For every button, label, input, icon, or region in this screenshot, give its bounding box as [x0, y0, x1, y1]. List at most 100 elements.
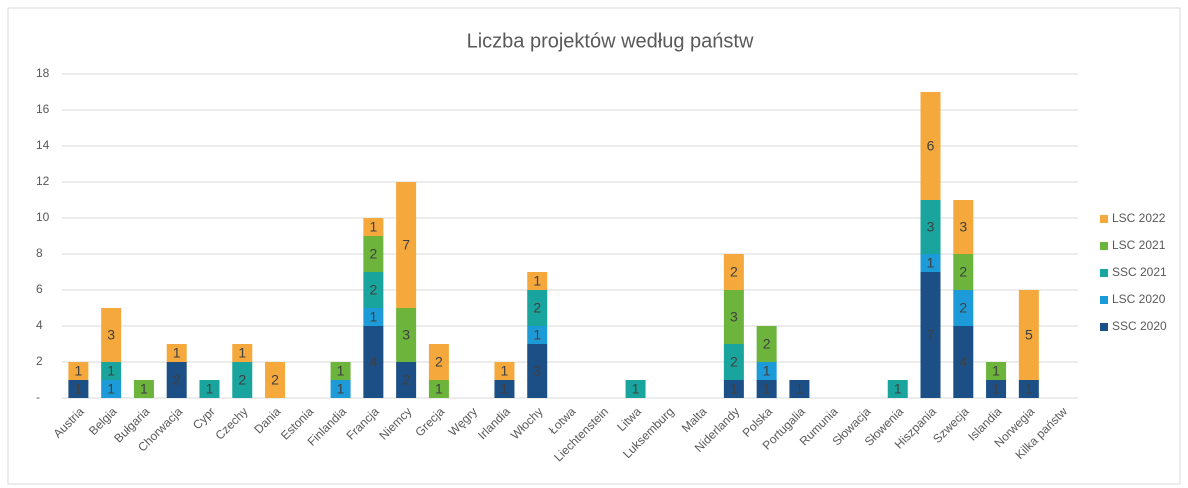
legend-swatch [1100, 323, 1108, 331]
bar-segment [953, 254, 974, 290]
bar-segment [494, 362, 515, 380]
data-label: 1 [173, 345, 181, 361]
data-label: 1 [206, 381, 214, 397]
y-tick-label: 14 [36, 138, 50, 152]
data-label: 2 [763, 336, 771, 352]
data-label: 2 [959, 264, 967, 280]
y-tick-label: 16 [36, 102, 50, 116]
data-label: 1 [763, 381, 771, 397]
data-label: 2 [402, 372, 410, 388]
bar-segment [166, 362, 187, 398]
data-label: 3 [927, 219, 935, 235]
data-label: 1 [632, 381, 640, 397]
data-label: 4 [959, 354, 967, 370]
bar-segment [1018, 380, 1039, 398]
data-label: 1 [894, 381, 902, 397]
legend-label: LSC 2021 [1112, 238, 1166, 252]
bar-segment [265, 362, 286, 398]
bar-segment [101, 362, 122, 380]
data-label: 1 [763, 363, 771, 379]
bar-segment [428, 380, 449, 398]
legend-label: SSC 2021 [1112, 265, 1167, 279]
data-label: 2 [238, 372, 246, 388]
legend-swatch [1100, 296, 1108, 304]
data-label: 1 [238, 345, 246, 361]
data-label: 6 [927, 138, 935, 154]
data-label: 1 [140, 381, 148, 397]
data-label: 1 [107, 381, 115, 397]
data-label: 1 [501, 363, 509, 379]
data-label: 7 [402, 237, 410, 253]
legend-label: LSC 2022 [1112, 211, 1166, 225]
bar-segment [101, 380, 122, 398]
data-label: 1 [435, 381, 443, 397]
chart-frame [7, 7, 1181, 485]
bar-segment [723, 344, 744, 380]
bar-segment [920, 254, 941, 272]
data-label: 2 [959, 300, 967, 316]
data-label: 1 [369, 309, 377, 325]
data-label: 1 [533, 273, 541, 289]
data-label: 5 [1025, 327, 1033, 343]
bar-segment [1018, 290, 1039, 380]
chart-title: Liczba projektów według państw [467, 30, 754, 52]
bar-segment [723, 380, 744, 398]
bar-segment [723, 254, 744, 290]
data-label: 1 [369, 219, 377, 235]
bar-segment [527, 272, 548, 290]
bar-segment [756, 362, 777, 380]
y-tick-label: 18 [36, 66, 50, 80]
data-label: 3 [959, 219, 967, 235]
bar-segment [396, 362, 417, 398]
bar-segment [68, 380, 89, 398]
legend-swatch [1100, 242, 1108, 250]
bar-segment [723, 290, 744, 344]
data-label: 1 [337, 381, 345, 397]
data-label: 1 [501, 381, 509, 397]
bar-segment [986, 362, 1007, 380]
data-label: 2 [730, 264, 738, 280]
y-tick-label: 6 [36, 282, 43, 296]
bar-segment [953, 200, 974, 254]
data-label: 2 [271, 372, 279, 388]
bar-segment [953, 326, 974, 398]
bar-segment [920, 92, 941, 200]
data-label: 1 [992, 381, 1000, 397]
data-label: 1 [992, 363, 1000, 379]
bar-segment [232, 344, 253, 362]
bar-segment [527, 344, 548, 398]
data-label: 3 [402, 327, 410, 343]
data-label: 1 [533, 327, 541, 343]
bar-segment [363, 308, 384, 326]
data-label: 1 [1025, 381, 1033, 397]
bar-segment [756, 326, 777, 362]
bar-segment [953, 290, 974, 326]
bar-segment [166, 344, 187, 362]
bar-segment [428, 344, 449, 380]
bar-segment [789, 380, 810, 398]
data-label: 2 [533, 300, 541, 316]
bar-segment [920, 272, 941, 398]
data-label: 3 [107, 327, 115, 343]
bar-segment [396, 308, 417, 362]
bar-segment [330, 380, 351, 398]
y-tick-label: - [36, 390, 40, 404]
data-label: 4 [369, 354, 377, 370]
data-label: 2 [173, 372, 181, 388]
bar-segment [494, 380, 515, 398]
bar-segment [756, 380, 777, 398]
bar-segment [101, 308, 122, 362]
bar-segment [232, 362, 253, 398]
bar-segment [887, 380, 908, 398]
y-tick-label: 8 [36, 246, 43, 260]
data-label: 1 [796, 381, 804, 397]
data-label: 1 [337, 363, 345, 379]
y-tick-label: 10 [36, 210, 50, 224]
legend-label: LSC 2020 [1112, 292, 1166, 306]
y-tick-label: 12 [36, 174, 50, 188]
bar-segment [68, 362, 89, 380]
legend-swatch [1100, 215, 1108, 223]
bar-segment [330, 362, 351, 380]
bar-segment [986, 380, 1007, 398]
